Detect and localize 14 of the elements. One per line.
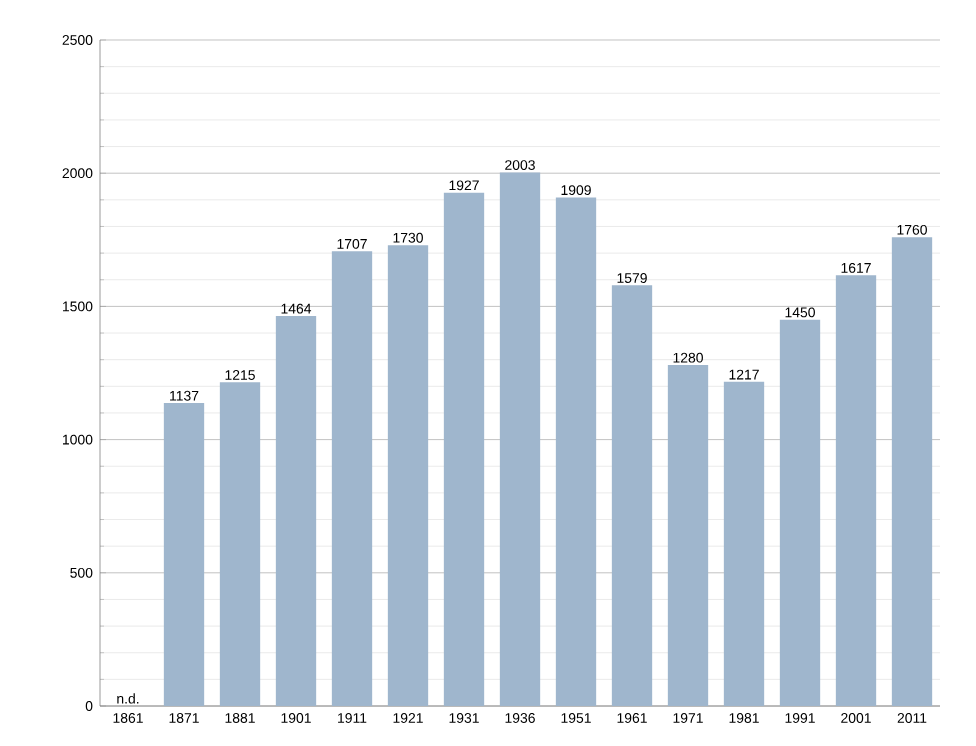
bar bbox=[387, 245, 429, 706]
bar bbox=[275, 315, 317, 706]
bar bbox=[723, 381, 765, 706]
bar bbox=[219, 382, 261, 706]
bar bbox=[331, 251, 373, 706]
bar bbox=[611, 285, 653, 706]
bar bbox=[443, 192, 485, 706]
bar bbox=[779, 319, 821, 706]
bar bbox=[835, 275, 877, 706]
bar bbox=[163, 403, 205, 706]
bar bbox=[667, 365, 709, 706]
bar bbox=[555, 197, 597, 706]
bar bbox=[891, 237, 933, 706]
bar bbox=[499, 172, 541, 706]
